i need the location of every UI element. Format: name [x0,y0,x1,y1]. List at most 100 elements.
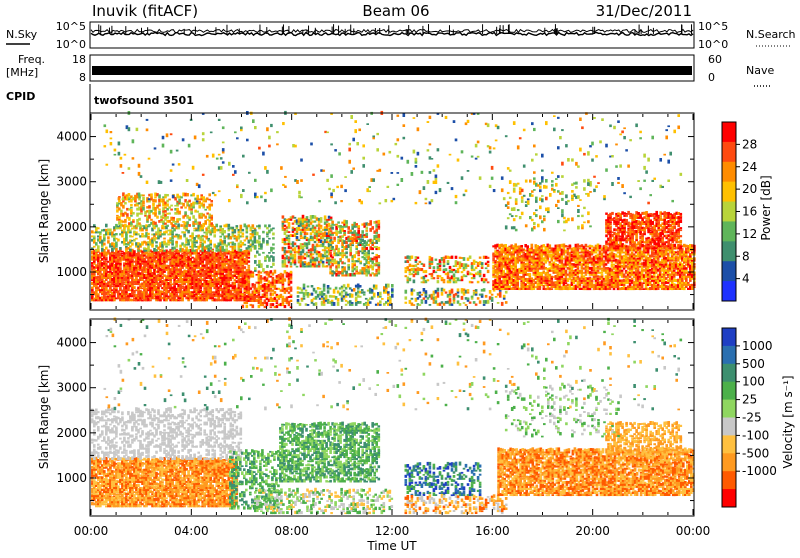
range-cell [597,270,600,272]
range-cell [131,236,134,238]
range-cell [290,300,293,302]
range-cell [443,289,446,292]
range-cell [158,203,161,205]
range-cell [284,247,287,249]
range-cell [347,268,350,270]
range-cell [166,216,169,219]
range-cell [211,250,214,252]
frequency-panel: Freq. [MHz] 18 8 60 0 Nave [6,53,774,86]
range-cell [182,203,185,207]
range-cell [250,248,253,252]
range-cell [242,229,245,232]
range-cell [341,287,344,289]
range-cell [405,302,408,304]
range-cell [353,288,356,292]
range-cell [170,209,173,211]
range-cell [177,223,180,227]
range-cell [473,301,476,304]
range-cell [272,243,275,245]
range-cell [272,237,275,239]
range-cell [595,252,598,254]
range-cell [131,259,134,261]
range-cell [371,244,374,246]
range-cell [371,252,374,254]
range-cell [299,303,302,306]
range-cell [477,281,480,284]
range-cell [290,277,293,279]
range-cell [248,257,251,259]
cpid-value: twofsound 3501 [94,94,194,107]
range-cell [379,300,382,303]
range-cell [185,224,188,227]
range-cell [423,297,426,299]
range-cell [274,285,277,288]
range-cell [457,295,460,298]
range-cell [359,285,362,288]
range-cell [185,227,188,229]
range-cell [105,224,108,228]
range-cell [514,264,517,266]
range-cell [467,289,470,292]
range-cell [500,268,503,270]
range-cell [421,302,424,304]
noise-panel: N.Sky 10^5 10^0 10^5 10^0 N.Search [6,20,796,51]
range-cell [107,250,110,253]
noise-tick-top-right: 10^5 [698,20,728,33]
range-cell [168,213,171,215]
range-cell [105,257,108,259]
range-cell [306,216,309,219]
range-cell [349,248,352,252]
range-cell [327,285,330,288]
range-cell [318,229,321,231]
range-cell [565,270,568,272]
range-cell [210,203,213,206]
range-cell [244,266,247,269]
nave-tick-top: 60 [708,53,722,66]
range-cell [167,244,170,246]
range-cell [248,260,251,262]
range-cell [132,212,135,215]
range-cell [499,292,502,296]
range-cell [260,266,263,268]
range-cell [378,220,381,224]
range-cell [333,237,336,240]
range-cell [294,247,297,251]
range-cell [487,264,490,267]
range-cell [294,254,297,258]
range-cell [192,206,195,208]
range-cell [175,241,178,244]
range-cell [207,238,210,240]
range-cell [202,204,205,207]
range-cell [345,304,348,306]
range-cell [168,207,171,209]
range-cell [487,281,490,283]
range-cell [363,291,366,293]
range-cell [200,194,203,196]
range-cell [323,288,326,292]
range-cell [303,298,306,300]
range-cell [421,294,424,296]
range-cell [435,259,438,261]
range-cell [419,304,422,306]
range-cell [479,270,482,273]
range-cell [308,241,311,245]
range-cell [439,275,442,277]
range-cell [254,247,257,249]
range-cell [441,292,444,296]
range-cell [246,305,249,308]
range-cell [268,252,271,254]
range-cell [453,302,456,304]
range-cell [326,265,329,267]
range-cell [195,240,198,242]
range-cell [117,239,120,242]
range-cell [93,239,96,241]
range-cell [587,263,590,265]
range-cell [119,287,122,289]
range-cell [351,242,354,244]
range-cell [312,253,315,255]
range-cell [343,262,346,264]
range-cell [389,302,392,304]
range-cell [186,193,189,196]
range-cell [119,247,122,250]
range-cell [413,304,416,306]
